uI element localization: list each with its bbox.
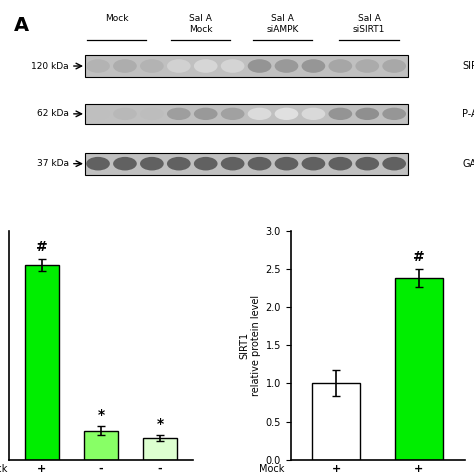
Ellipse shape [328,59,352,73]
Ellipse shape [274,157,298,171]
Ellipse shape [328,108,352,120]
Ellipse shape [328,157,352,171]
FancyBboxPatch shape [84,153,408,174]
Text: Mock: Mock [0,464,8,474]
Text: Mock: Mock [105,14,128,23]
FancyBboxPatch shape [84,104,408,124]
Ellipse shape [221,59,245,73]
Ellipse shape [113,157,137,171]
Ellipse shape [301,108,325,120]
Bar [25,265,59,460]
Ellipse shape [194,59,218,73]
Text: Sal A
siAMPK: Sal A siAMPK [266,14,299,34]
Ellipse shape [167,157,191,171]
Ellipse shape [248,59,272,73]
Bar [312,383,360,460]
Ellipse shape [194,108,218,120]
Ellipse shape [274,59,298,73]
Ellipse shape [113,108,137,120]
Ellipse shape [301,59,325,73]
Ellipse shape [140,108,164,120]
Text: 120 kDa: 120 kDa [31,62,69,71]
Text: -: - [158,464,162,474]
Text: GAPDH: GAPDH [462,159,474,169]
Ellipse shape [383,59,406,73]
Ellipse shape [356,59,379,73]
Text: +: + [331,464,341,474]
Ellipse shape [221,157,245,171]
Ellipse shape [248,157,272,171]
Y-axis label: SIRT1
relative protein level: SIRT1 relative protein level [240,295,261,396]
Ellipse shape [86,108,110,120]
Ellipse shape [356,157,379,171]
Text: +: + [414,464,424,474]
Ellipse shape [194,157,218,171]
Ellipse shape [356,108,379,120]
Text: +: + [37,464,46,474]
Text: Mock: Mock [259,464,285,474]
Ellipse shape [86,157,110,171]
Bar [84,431,118,460]
Ellipse shape [140,59,164,73]
Text: -: - [99,464,103,474]
Ellipse shape [113,59,137,73]
Ellipse shape [221,108,245,120]
Ellipse shape [140,157,164,171]
Ellipse shape [86,59,110,73]
Text: SIRT1: SIRT1 [462,61,474,71]
Text: Sal A
siSIRT1: Sal A siSIRT1 [353,14,385,34]
Text: 37 kDa: 37 kDa [36,159,69,168]
Bar [143,438,177,460]
Text: 62 kDa: 62 kDa [37,109,69,118]
Ellipse shape [301,157,325,171]
Text: *: * [156,417,164,431]
Text: A: A [14,16,29,35]
Ellipse shape [274,108,298,120]
Ellipse shape [383,157,406,171]
Bar [395,278,443,460]
Text: *: * [98,408,105,421]
Text: #: # [36,240,48,255]
Ellipse shape [167,108,191,120]
Text: #: # [413,250,425,264]
Ellipse shape [383,108,406,120]
Text: P-AMPK: P-AMPK [462,109,474,119]
Text: Sal A
Mock: Sal A Mock [189,14,212,34]
Ellipse shape [167,59,191,73]
FancyBboxPatch shape [84,55,408,77]
Ellipse shape [248,108,272,120]
